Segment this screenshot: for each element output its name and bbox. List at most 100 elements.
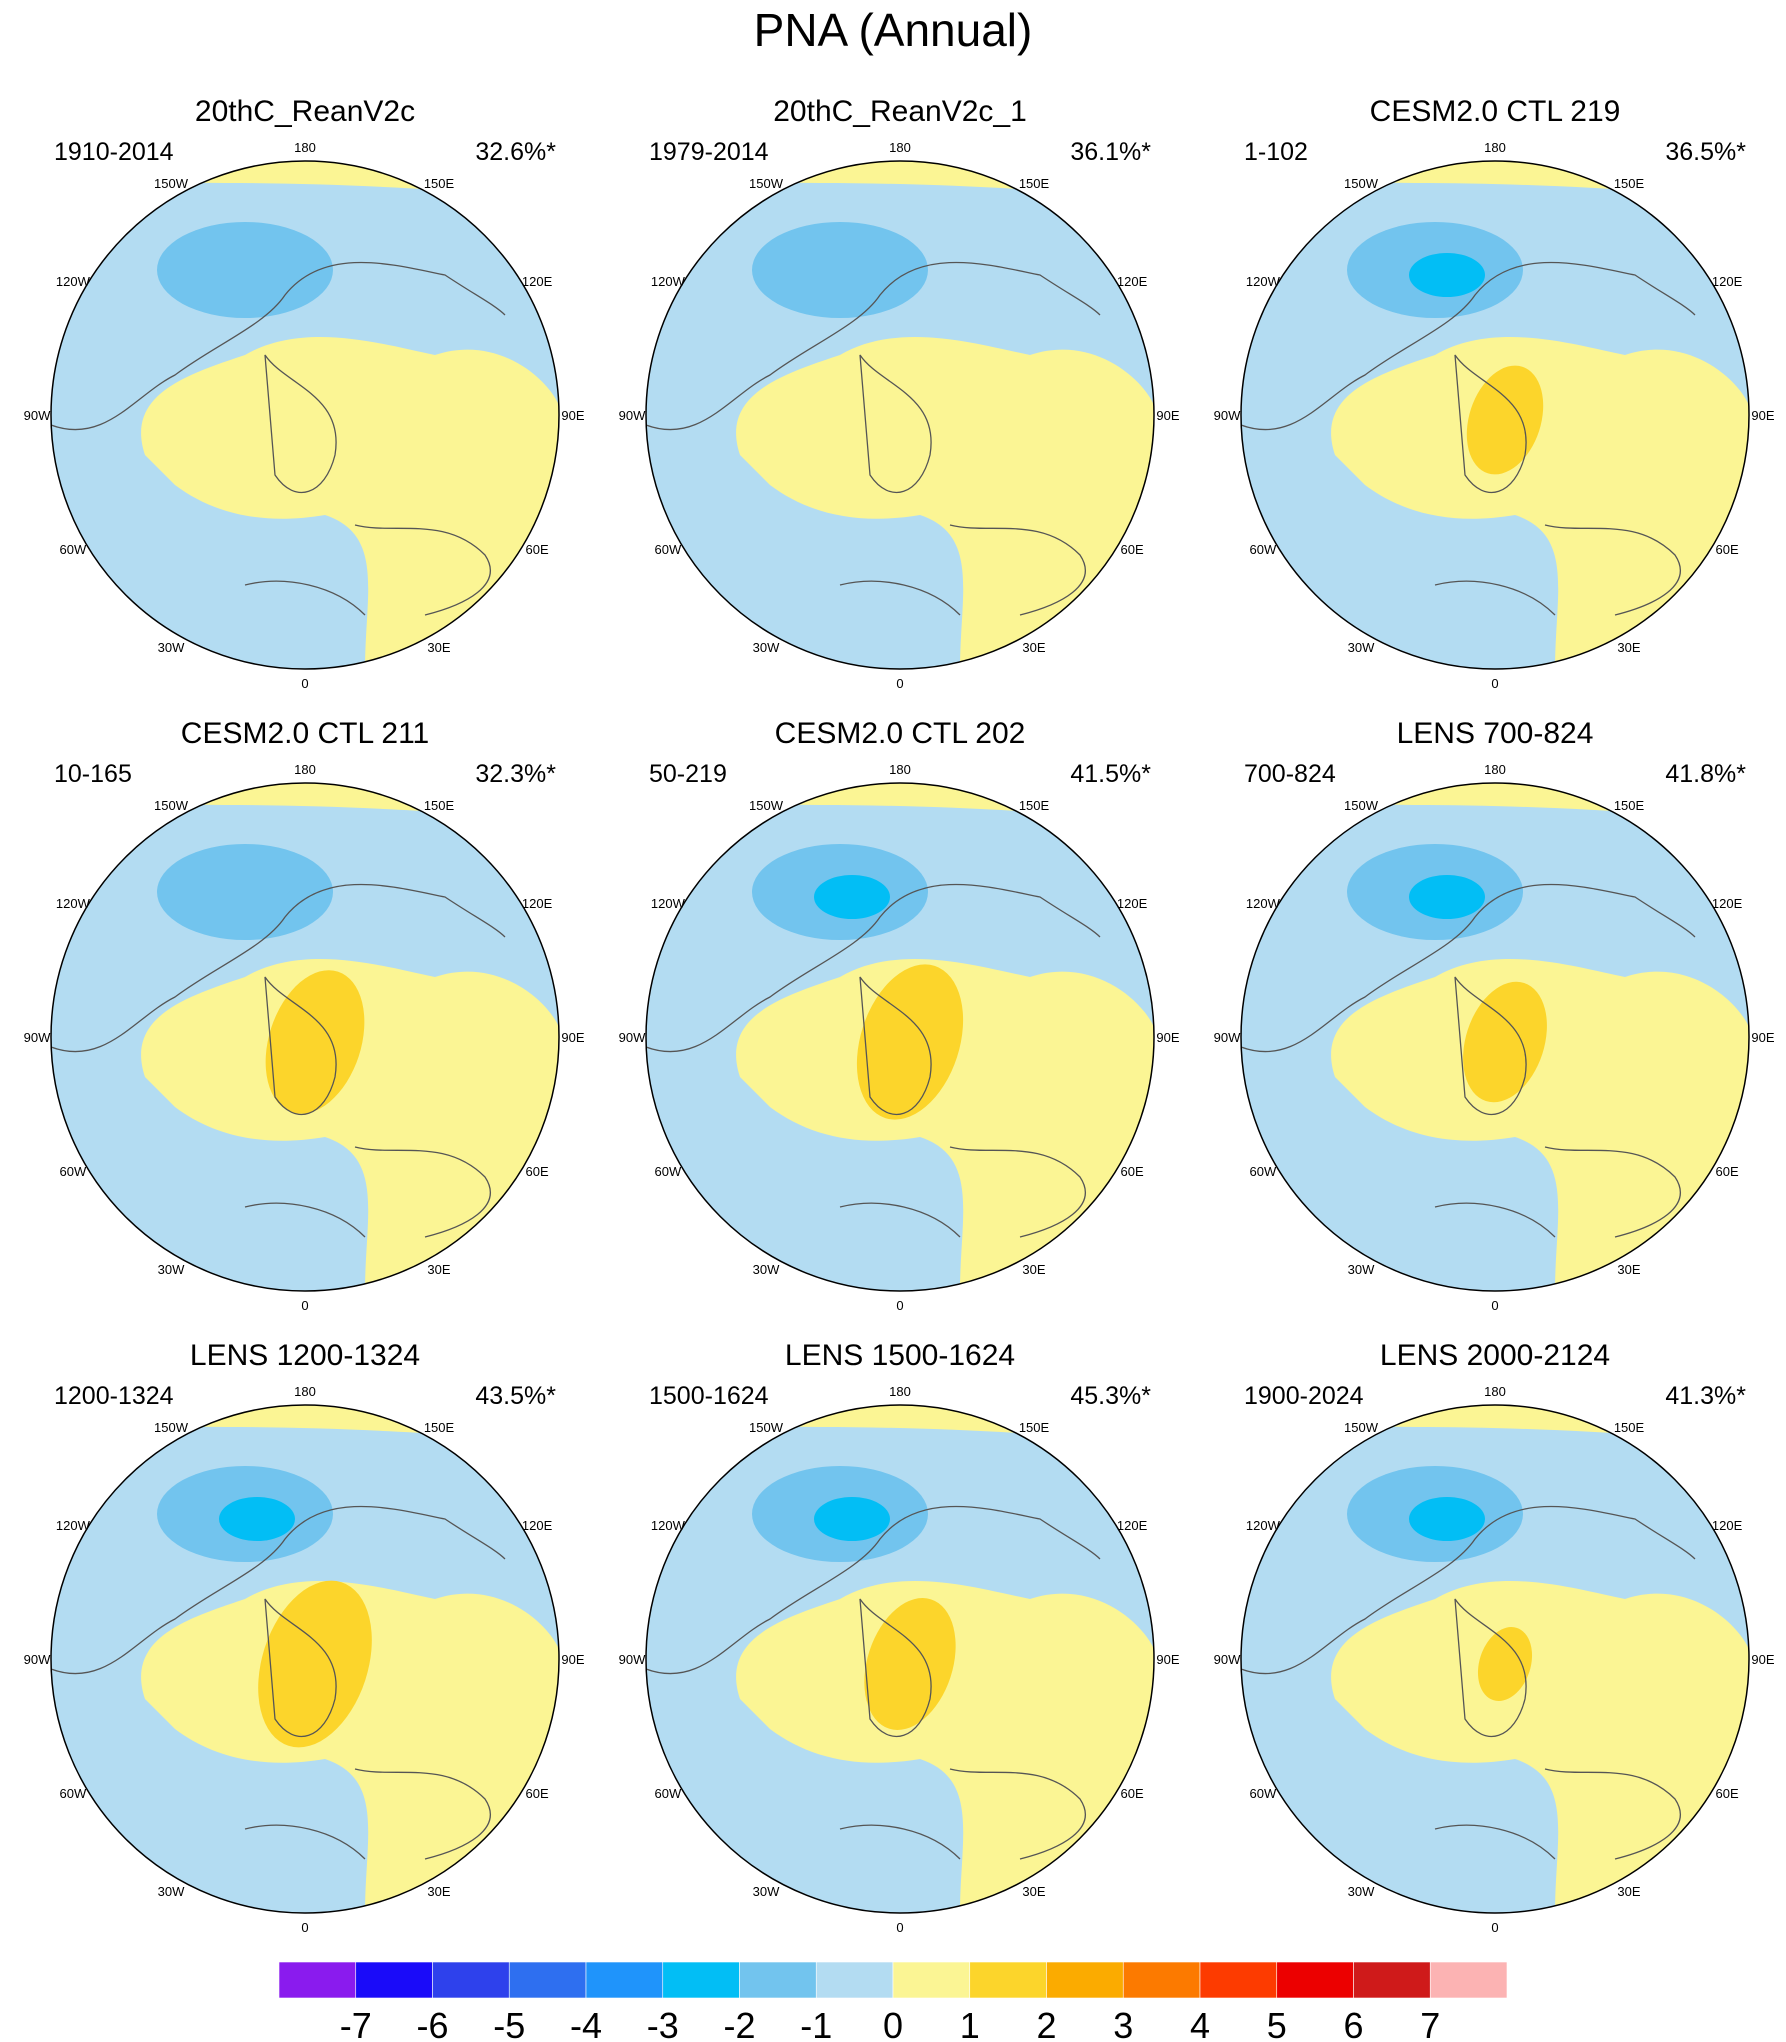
positive-anomaly-region: [736, 336, 1154, 669]
panel-period: 1979-2014: [649, 138, 769, 166]
longitude-label: 60W: [1250, 1786, 1277, 1801]
longitude-label: 180: [889, 140, 911, 155]
colorbar-swatch: [585, 1961, 664, 1999]
panel-title: CESM2.0 CTL 219: [1369, 95, 1621, 128]
longitude-label: 30E: [1022, 1884, 1045, 1899]
positive-anomaly-region: [141, 336, 559, 669]
map-boundary: [1240, 782, 1750, 1292]
positive-anomaly-region: [1331, 1580, 1749, 1913]
polar-map: 180 150E 120E 90E 60E 30E 0 30W 60W 90W 120W 150W: [619, 762, 1180, 1313]
map-boundary: [50, 782, 560, 1292]
longitude-label: 120E: [1712, 274, 1743, 289]
longitude-label: 180: [1484, 1384, 1506, 1399]
longitude-label: 150E: [424, 798, 455, 813]
longitude-label: 90E: [1156, 408, 1179, 423]
longitude-label: 30E: [427, 1262, 450, 1277]
longitude-label: 30W: [753, 640, 780, 655]
longitude-label: 150E: [1019, 176, 1050, 191]
longitude-label: 150E: [1614, 176, 1645, 191]
positive-anomaly-region: [141, 1580, 559, 1913]
positive-anomaly-core: [265, 970, 365, 1114]
longitude-label: 120W: [651, 1518, 686, 1533]
colorbar-label: 5: [1267, 2005, 1287, 2042]
longitude-label: 30E: [1022, 640, 1045, 655]
longitude-label: 0: [1491, 1920, 1498, 1935]
colorbar-label: 0: [883, 2005, 903, 2042]
longitude-label: 90W: [1214, 1030, 1241, 1045]
longitude-label: 150W: [154, 798, 189, 813]
longitude-label: 60W: [60, 542, 87, 557]
longitude-label: 0: [301, 676, 308, 691]
map-panel: LENS 700-824 700-824 41.8%* 180 150E 120E 90E 6…: [1198, 714, 1786, 1334]
colorbar-swatch: [969, 1961, 1047, 1999]
panel-title: 20thC_ReanV2c: [194, 95, 416, 128]
longitude-label: 120W: [56, 274, 91, 289]
strong-negative-anomaly-core: [814, 1497, 890, 1541]
longitude-label: 180: [1484, 140, 1506, 155]
longitude-label: 0: [1491, 1298, 1498, 1313]
map-boundary: [645, 782, 1155, 1292]
colorbar-label: -1: [800, 2005, 832, 2042]
longitude-label: 90W: [1214, 1652, 1241, 1667]
panel-title: CESM2.0 CTL 211: [180, 717, 430, 750]
panel-explained-variance: 43.5%*: [475, 1382, 556, 1410]
panel-period: 1500-1624: [649, 1382, 769, 1410]
longitude-label: 30W: [1348, 1262, 1375, 1277]
colorbar-label: -2: [723, 2005, 755, 2042]
colorbar-swatch: [739, 1961, 817, 1999]
longitude-label: 150W: [1344, 176, 1379, 191]
colorbar-label: 6: [1343, 2005, 1363, 2042]
longitude-label: 0: [896, 1298, 903, 1313]
panel-title: CESM2.0 CTL 202: [774, 717, 1026, 750]
panel-explained-variance: 36.5%*: [1665, 138, 1746, 166]
longitude-label: 60E: [526, 542, 549, 557]
longitude-label: 120E: [1117, 896, 1148, 911]
longitude-label: 60W: [655, 1164, 682, 1179]
longitude-label: 90E: [1751, 408, 1774, 423]
longitude-label: 30W: [1348, 640, 1375, 655]
negative-anomaly-core: [157, 844, 333, 940]
positive-anomaly-region: [736, 1580, 1154, 1913]
longitude-label: 150W: [154, 176, 189, 191]
colorbar-label: -7: [340, 2005, 372, 2042]
colorbar-label: -3: [647, 2005, 679, 2042]
longitude-label: 30E: [1617, 1884, 1640, 1899]
longitude-label: 150W: [749, 798, 784, 813]
strong-negative-anomaly-core: [219, 1497, 295, 1541]
longitude-label: 60E: [1716, 1786, 1739, 1801]
positive-anomaly-region: [1331, 336, 1749, 669]
longitude-label: 120E: [1712, 896, 1743, 911]
positive-anomaly-region: [1331, 958, 1749, 1291]
map-panel: CESM2.0 CTL 219 1-102 36.5%* 180 150E 120E 90E…: [1198, 92, 1786, 712]
longitude-label: 60E: [1121, 1786, 1144, 1801]
colorbar-swatch: [662, 1961, 740, 1999]
colorbar-label: 1: [960, 2005, 980, 2042]
colorbar-swatch: [278, 1961, 357, 1999]
polar-map: 180 150E 120E 90E 60E 30E 0 30W 60W 90W 120W 150W: [24, 762, 585, 1313]
colorbar-swatch: [815, 1961, 894, 1999]
longitude-label: 150W: [154, 1420, 189, 1435]
longitude-label: 30W: [158, 640, 185, 655]
longitude-label: 90E: [561, 1652, 584, 1667]
longitude-label: 90W: [619, 408, 646, 423]
longitude-label: 60E: [526, 1164, 549, 1179]
coastline: [1241, 261, 1696, 616]
positive-anomaly-region: [736, 958, 1154, 1291]
longitude-label: 30E: [1617, 1262, 1640, 1277]
map-panel: LENS 1500-1624 1500-1624 45.3%* 180 150E 120E…: [603, 1336, 1197, 1956]
longitude-label: 150W: [1344, 798, 1379, 813]
polar-map: 180 150E 120E 90E 60E 30E 0 30W 60W 90W 120W 150W: [619, 140, 1180, 691]
longitude-label: 90E: [1751, 1652, 1774, 1667]
longitude-label: 120E: [522, 1518, 553, 1533]
longitude-label: 150E: [1019, 798, 1050, 813]
polar-map: 180 150E 120E 90E 60E 30E 0 30W 60W 90W 120W 150W: [1214, 1384, 1775, 1935]
colorbar-swatch: [508, 1961, 587, 1999]
panel-explained-variance: 45.3%*: [1070, 1382, 1151, 1410]
longitude-label: 180: [294, 1384, 316, 1399]
panel-period: 1-102: [1244, 138, 1308, 166]
colorbar-swatch: [892, 1961, 971, 1999]
colorbar-swatch: [355, 1961, 433, 1999]
map-panel: 20thC_ReanV2c_1 1979-2014 36.1%* 180 150E 120…: [603, 92, 1197, 712]
colorbar-swatch: [1429, 1961, 1508, 1999]
map-panel: LENS 1200-1324 1200-1324 43.5%* 180 150E 120E…: [8, 1336, 602, 1956]
